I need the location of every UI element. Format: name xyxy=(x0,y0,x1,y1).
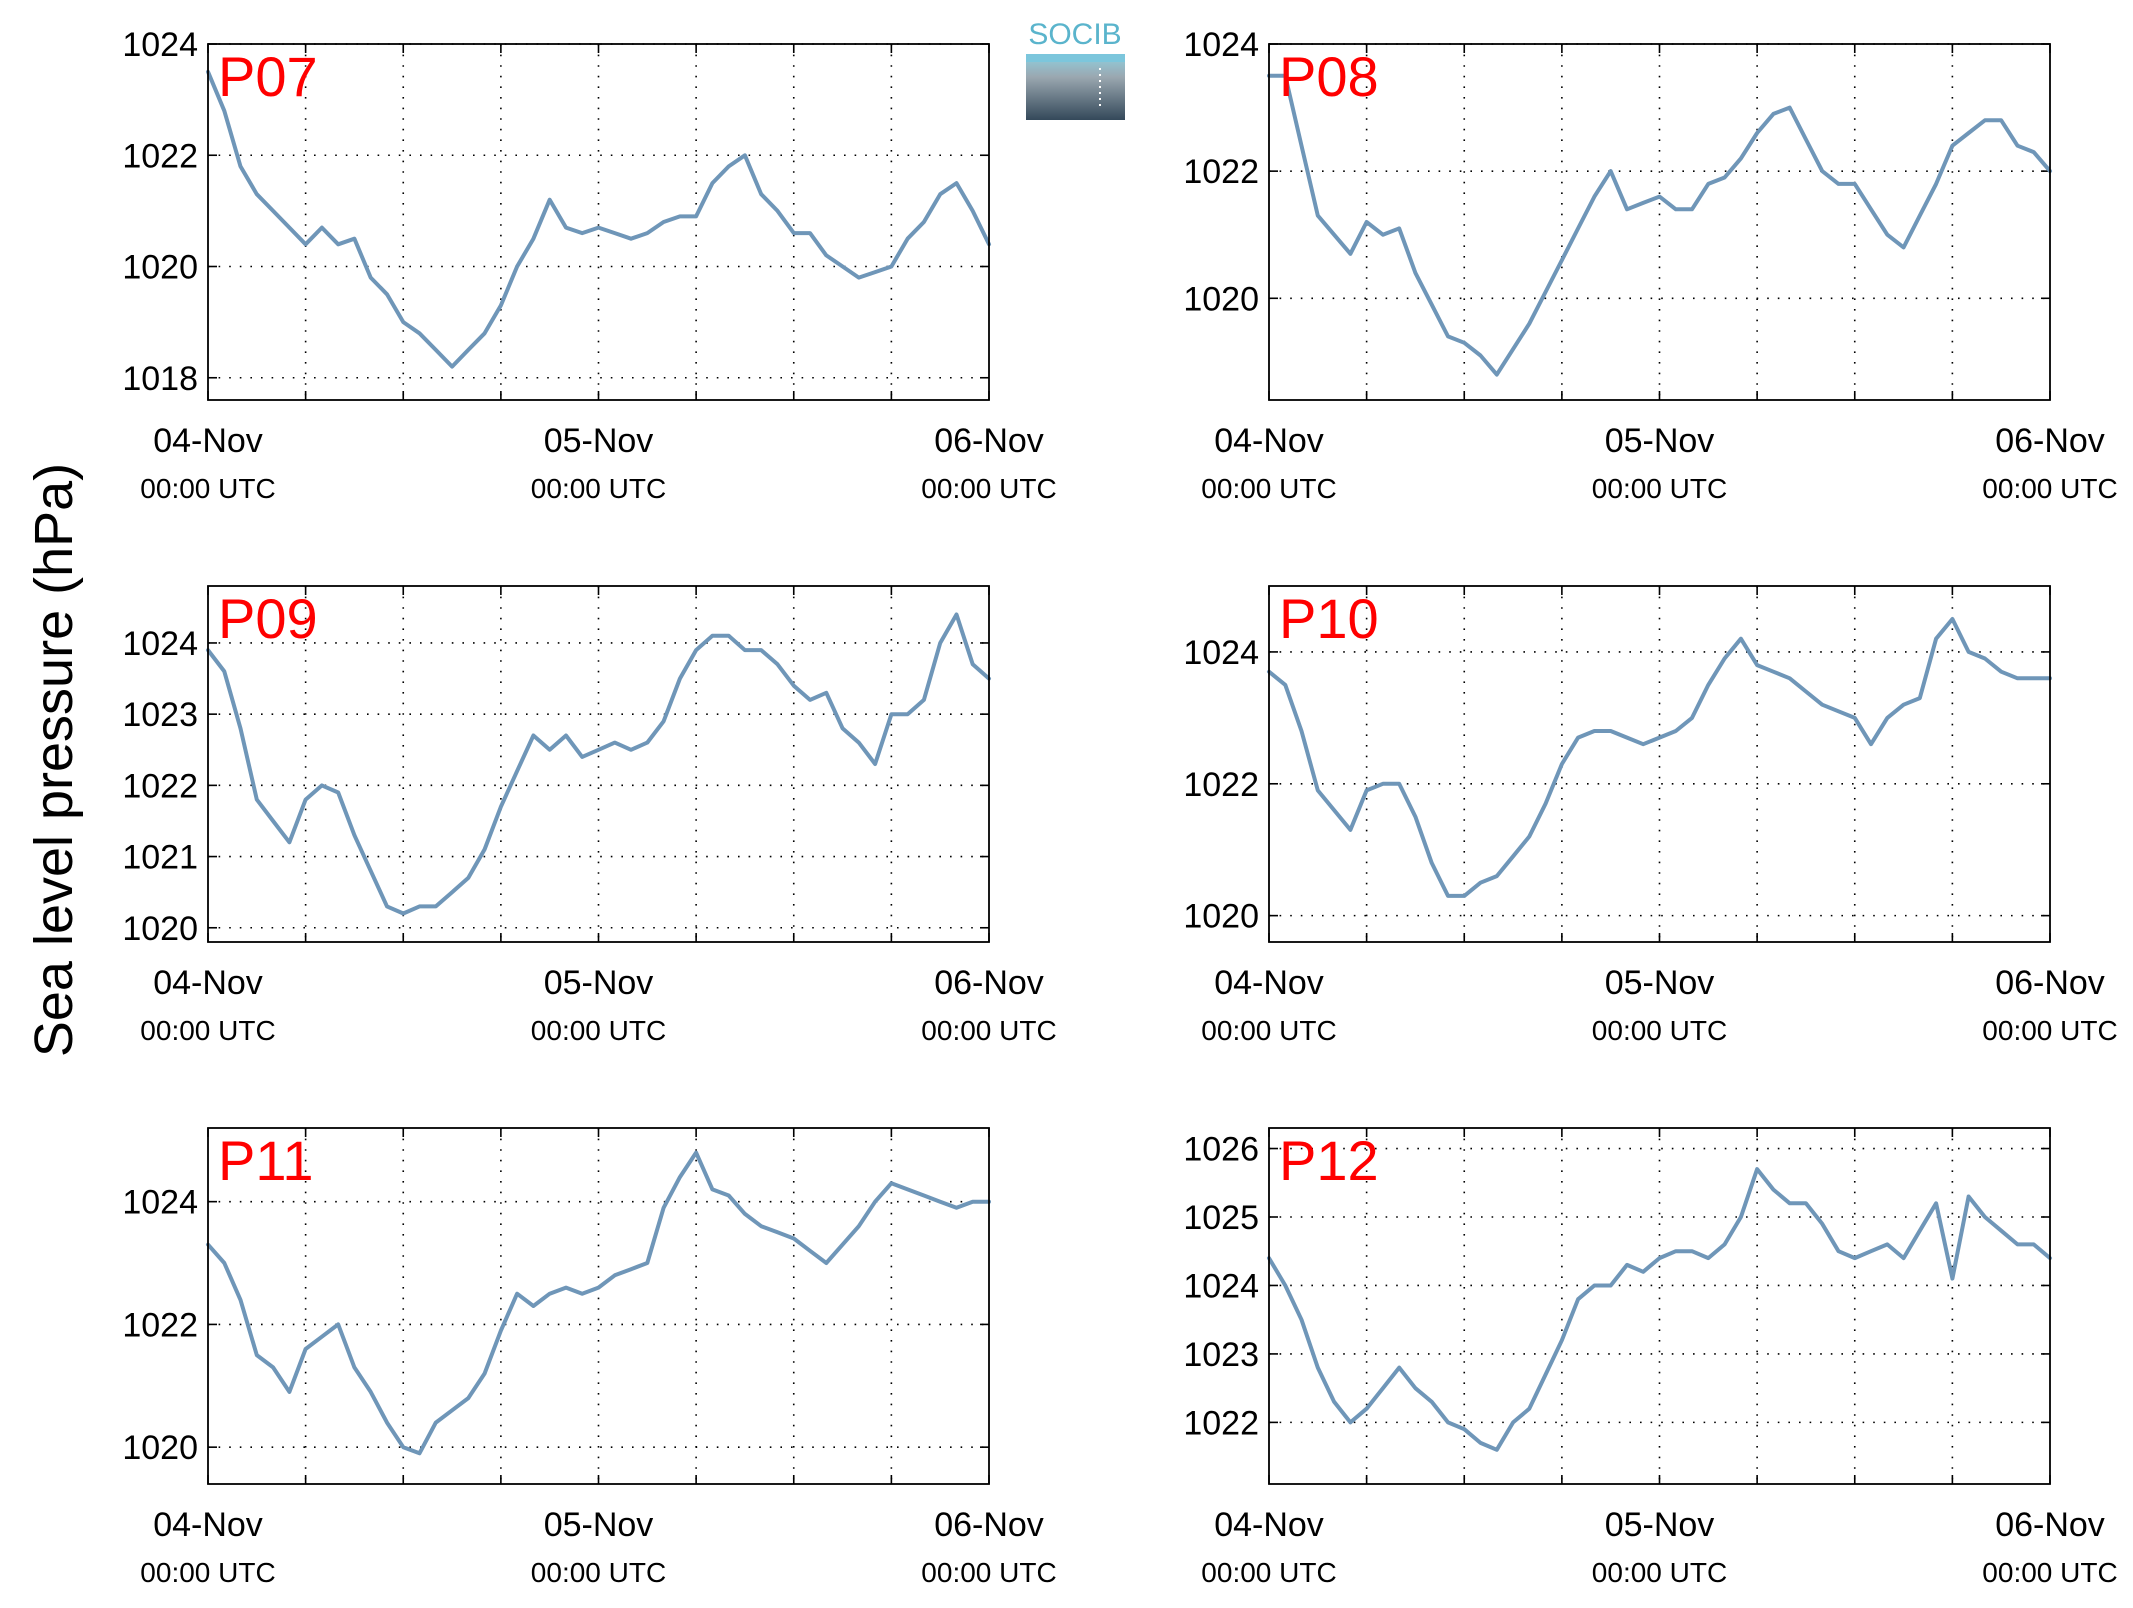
x-tick-label-time: 00:00 UTC xyxy=(1982,473,2117,504)
x-tick-label-date: 04-Nov xyxy=(153,422,263,460)
y-tick-label: 1022 xyxy=(122,1306,198,1344)
plot-area xyxy=(208,586,989,942)
axes-frame xyxy=(207,43,990,401)
x-tick-label-date: 06-Nov xyxy=(934,422,1044,460)
y-tick-label: 1021 xyxy=(122,839,198,877)
pressure-line-p09 xyxy=(206,612,991,916)
x-tick-label-date: 05-Nov xyxy=(544,964,654,1002)
plot-area xyxy=(1269,1128,2050,1484)
x-tick-label-time: 00:00 UTC xyxy=(1201,1557,1336,1588)
y-tick-label: 1024 xyxy=(1183,26,1259,64)
y-tick-label: 1022 xyxy=(1183,153,1259,191)
y-tick-label: 1025 xyxy=(1183,1199,1259,1237)
x-tick-label-time: 00:00 UTC xyxy=(921,1015,1056,1046)
x-tick-label-time: 00:00 UTC xyxy=(921,473,1056,504)
y-tick-label: 1026 xyxy=(1183,1131,1259,1169)
x-tick-label-date: 05-Nov xyxy=(1605,1506,1715,1544)
axes-frame xyxy=(207,1127,990,1485)
axes-frame xyxy=(1268,1127,2051,1485)
x-tick-label-date: 04-Nov xyxy=(153,1506,263,1544)
panel-p08: 1020 1022 1024 04-Nov 00:00 UTC 05-Nov 00:00 U… xyxy=(1183,26,2117,504)
x-tick-label-time: 00:00 UTC xyxy=(140,473,275,504)
axes-frame xyxy=(1268,585,2051,943)
socib-logo: SOCIB xyxy=(1026,18,1125,120)
panel-p07: 1018 1020 1022 1024 04-Nov 00:00 UTC 05-Nov 00:… xyxy=(122,26,1056,504)
x-tick-label-time: 00:00 UTC xyxy=(1201,473,1336,504)
x-tick-label-date: 06-Nov xyxy=(934,964,1044,1002)
x-tick-label-time: 00:00 UTC xyxy=(531,1557,666,1588)
panel-p11: 1020 1022 1024 04-Nov 00:00 UTC 05-Nov 00:00 U… xyxy=(122,1127,1057,1588)
y-tick-label: 1020 xyxy=(122,1429,198,1467)
x-tick-label-time: 00:00 UTC xyxy=(531,473,666,504)
x-tick-label-date: 05-Nov xyxy=(544,1506,654,1544)
y-tick-label: 1022 xyxy=(122,767,198,805)
x-tick-label-date: 04-Nov xyxy=(153,964,263,1002)
pressure-line-p11 xyxy=(206,1150,991,1456)
x-tick-label-date: 05-Nov xyxy=(1605,964,1715,1002)
x-tick-label-time: 00:00 UTC xyxy=(921,1557,1056,1588)
y-tick-label: 1022 xyxy=(1183,766,1259,804)
y-tick-label: 1020 xyxy=(122,249,198,287)
station-label-p12: P12 xyxy=(1279,1129,1379,1192)
x-tick-label-date: 05-Nov xyxy=(1605,422,1715,460)
y-tick-label: 1024 xyxy=(1183,634,1259,672)
y-tick-label: 1023 xyxy=(122,696,198,734)
x-tick-label-time: 00:00 UTC xyxy=(531,1015,666,1046)
plot-area xyxy=(208,1128,989,1484)
x-tick-label-date: 04-Nov xyxy=(1214,422,1324,460)
x-tick-label-time: 00:00 UTC xyxy=(1982,1015,2117,1046)
logo-band xyxy=(1026,54,1125,62)
y-tick-label: 1024 xyxy=(1183,1267,1259,1305)
y-axis-label: Sea level pressure (hPa) xyxy=(24,463,84,1057)
x-tick-label-date: 06-Nov xyxy=(1995,422,2105,460)
pressure-line-p10 xyxy=(1267,617,2052,898)
pressure-line-p08 xyxy=(1267,73,2052,377)
x-tick-label-time: 00:00 UTC xyxy=(140,1015,275,1046)
x-tick-label-time: 00:00 UTC xyxy=(140,1557,275,1588)
station-label-p10: P10 xyxy=(1279,587,1379,650)
x-tick-label-time: 00:00 UTC xyxy=(1592,1015,1727,1046)
y-tick-label: 1024 xyxy=(122,625,198,663)
plot-area xyxy=(1269,586,2050,942)
axes-frame xyxy=(1268,43,2051,401)
pressure-line-p12 xyxy=(1267,1167,2052,1452)
x-tick-label-time: 00:00 UTC xyxy=(1201,1015,1336,1046)
x-tick-label-date: 04-Nov xyxy=(1214,1506,1324,1544)
pressure-line-p07 xyxy=(206,69,991,369)
x-tick-label-date: 06-Nov xyxy=(1995,964,2105,1002)
logo-text: SOCIB xyxy=(1028,18,1121,51)
station-label-p08: P08 xyxy=(1279,45,1379,108)
y-tick-label: 1023 xyxy=(1183,1336,1259,1374)
x-tick-label-date: 04-Nov xyxy=(1214,964,1324,1002)
axes-frame xyxy=(207,585,990,943)
panel-p10: 1020 1022 1024 04-Nov 00:00 UTC 05-Nov 00:00 U… xyxy=(1183,585,2118,1046)
y-tick-label: 1020 xyxy=(1183,898,1259,936)
y-tick-label: 1022 xyxy=(1183,1404,1259,1442)
x-tick-label-date: 05-Nov xyxy=(544,422,654,460)
plot-area xyxy=(208,44,989,400)
x-tick-label-time: 00:00 UTC xyxy=(1592,1557,1727,1588)
y-tick-label: 1018 xyxy=(122,360,198,398)
x-tick-label-date: 06-Nov xyxy=(1995,1506,2105,1544)
station-label-p11: P11 xyxy=(218,1129,313,1192)
panel-p12: 1022 1023 1024 1025 1026 04-Nov 00:00 UTC 05-No… xyxy=(1183,1127,2118,1588)
y-tick-label: 1024 xyxy=(122,1184,198,1222)
y-tick-label: 1020 xyxy=(122,910,198,948)
y-tick-label: 1020 xyxy=(1183,280,1259,318)
y-tick-label: 1022 xyxy=(122,137,198,175)
station-label-p09: P09 xyxy=(218,587,318,650)
x-tick-label-date: 06-Nov xyxy=(934,1506,1044,1544)
x-tick-label-time: 00:00 UTC xyxy=(1592,473,1727,504)
plot-area xyxy=(1269,44,2050,400)
logo-block xyxy=(1026,54,1125,120)
station-label-p07: P07 xyxy=(218,45,318,108)
x-tick-label-time: 00:00 UTC xyxy=(1982,1557,2117,1588)
panel-p09: 1020 1021 1022 1023 1024 04-Nov 00:00 UTC 05-No… xyxy=(122,585,1057,1046)
chart-panels: 1018 1020 1022 1024 04-Nov 00:00 UTC 05-Nov 00:… xyxy=(122,26,2117,1588)
y-tick-label: 1024 xyxy=(122,26,198,64)
